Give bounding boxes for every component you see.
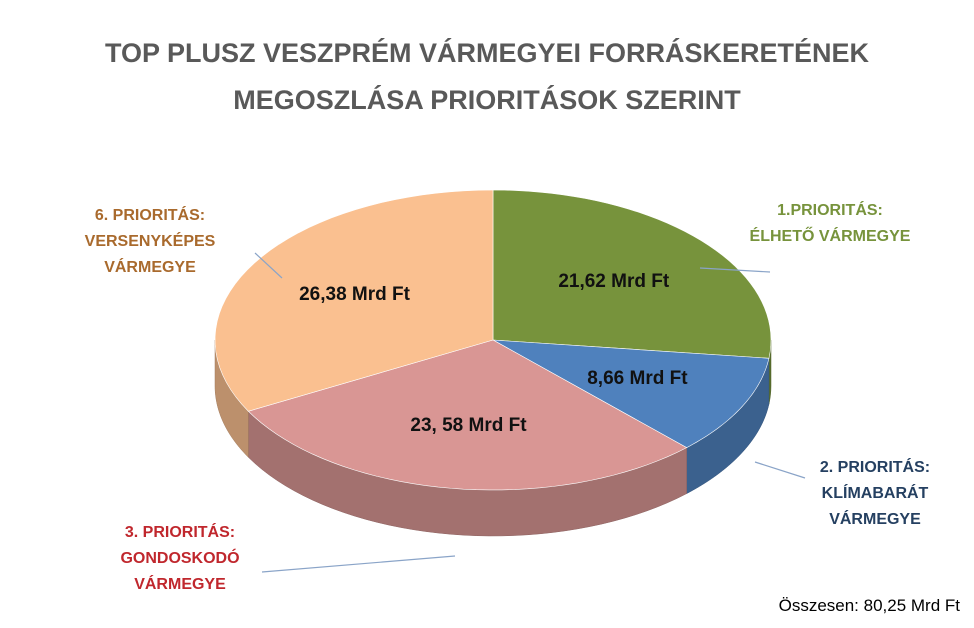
value-label: 21,62 Mrd Ft xyxy=(558,271,670,293)
value-label: 8,66 Mrd Ft xyxy=(587,367,688,389)
leader-line xyxy=(754,461,806,479)
slice xyxy=(247,339,688,491)
chart-title: TOP PLUSZ VESZPRÉM VÁRMEGYEI FORRÁSKERET… xyxy=(104,38,870,115)
slice xyxy=(492,189,772,359)
pie xyxy=(214,189,772,537)
value-label: 23, 58 Mrd Ft xyxy=(410,414,527,436)
value-label: 26,38 Mrd Ft xyxy=(299,284,410,306)
leader-line xyxy=(699,267,771,273)
category-label: 3. PRIORITÁS: GONDOSKODÓ VÁRMEGYE xyxy=(120,524,240,593)
leader-lines xyxy=(254,252,806,573)
leader-line xyxy=(261,555,456,573)
category-label: 2. PRIORITÁS: KLÍMABARÁT VÁRMEGYE xyxy=(819,459,931,528)
category-label: 6. PRIORITÁS: VERSENYKÉPES VÁRMEGYE xyxy=(84,207,216,276)
category-label: 1.PRIORITÁS: ÉLHETŐ VÁRMEGYE xyxy=(749,202,911,245)
total-label: Összesen: 80,25 Mrd Ft xyxy=(778,596,960,615)
slice xyxy=(214,189,494,412)
leader-line xyxy=(254,252,283,279)
slice xyxy=(492,339,770,448)
